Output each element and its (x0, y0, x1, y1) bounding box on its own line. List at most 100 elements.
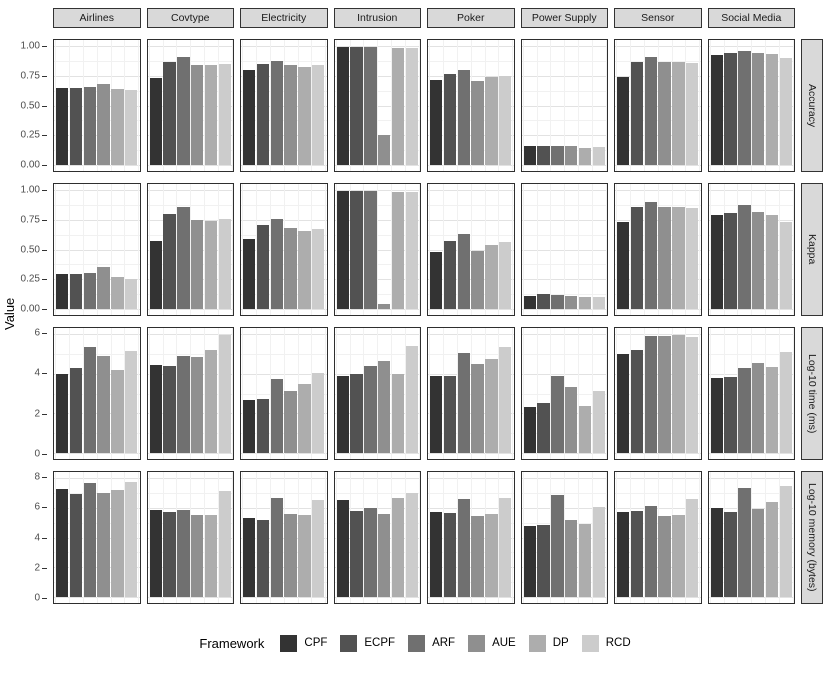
bar-dp (578, 406, 592, 453)
bar-aue (751, 211, 765, 309)
gridline-vertical (630, 40, 632, 171)
bar-rcd (686, 208, 699, 309)
gridline-vertical (778, 184, 780, 315)
facet-column-strip: Intrusion (333, 8, 421, 28)
bar-cpf (430, 80, 443, 165)
bar-ecpf (69, 493, 83, 597)
bar-ecpf (256, 224, 270, 309)
facet-row-strip-label: Kappa (806, 234, 818, 265)
gridline-vertical (96, 472, 98, 603)
gridline-vertical (470, 328, 472, 459)
gridline-vertical (311, 472, 313, 603)
gridline-vertical (591, 328, 593, 459)
bar-ecpf (724, 376, 737, 453)
bar-aue (751, 508, 765, 597)
gridline-vertical (429, 472, 431, 603)
bar-dp (204, 350, 218, 453)
bar-arf (83, 87, 97, 165)
gridline-vertical (643, 328, 645, 459)
gridline-vertical (124, 184, 126, 315)
gridline-vertical (269, 472, 271, 603)
bar-dp (111, 369, 124, 453)
gridline-vertical (256, 328, 258, 459)
gridline-vertical (283, 184, 285, 315)
facet-panel (427, 39, 515, 172)
bar-arf (177, 510, 190, 597)
gridline-vertical (751, 328, 753, 459)
gridline-vertical (204, 40, 206, 171)
gridline-vertical (404, 472, 406, 603)
bar-dp (204, 515, 218, 597)
y-tick-mark (42, 597, 47, 599)
bar-aue (190, 357, 204, 453)
y-tick-mark (42, 75, 47, 77)
y-tick-label: 0.75 (20, 214, 40, 226)
gridline-vertical (616, 184, 618, 315)
bar-ecpf (350, 46, 363, 165)
facet-panel (53, 327, 141, 460)
y-tick-label: 0.00 (20, 303, 40, 315)
facet-column-strip: Electricity (240, 8, 328, 28)
facet-row-strip: Accuracy (801, 39, 823, 172)
gridline-vertical (242, 184, 244, 315)
bar-rcd (686, 63, 699, 165)
facet-panel (146, 471, 234, 604)
bar-dp (578, 524, 592, 597)
gridline-vertical (630, 184, 632, 315)
gridline-vertical (671, 40, 673, 171)
gridline-vertical (363, 184, 365, 315)
bar-cpf (336, 190, 349, 309)
gridline-vertical (498, 472, 500, 603)
gridline-vertical (737, 184, 739, 315)
gridline-vertical (96, 184, 98, 315)
bar-aue (97, 84, 110, 165)
gridline-vertical (792, 40, 794, 171)
bar-arf (364, 507, 377, 597)
gridline-vertical (217, 472, 219, 603)
facet-column-strip: Covtype (146, 8, 234, 28)
gridline-vertical (418, 328, 420, 459)
gridline-vertical (484, 472, 486, 603)
bar-ecpf (537, 294, 550, 309)
gridline-vertical (418, 40, 420, 171)
gridline-vertical (550, 328, 552, 459)
gridline-vertical (456, 40, 458, 171)
legend-swatch (581, 634, 599, 652)
gridline-vertical (82, 184, 84, 315)
bar-dp (672, 61, 685, 165)
y-tick-label: 0 (34, 448, 40, 460)
gridline-vertical (363, 40, 365, 171)
grid-corner (801, 8, 823, 28)
gridline-vertical (792, 328, 794, 459)
bar-arf (738, 204, 751, 309)
gridline-vertical (536, 184, 538, 315)
gridline-vertical (778, 328, 780, 459)
gridline-vertical (699, 472, 701, 603)
gridline-vertical (404, 40, 406, 171)
bar-dp (765, 54, 779, 165)
gridline-vertical (297, 472, 299, 603)
bar-ecpf (256, 399, 270, 453)
gridline-vertical (231, 40, 233, 171)
bar-cpf (617, 77, 630, 165)
bar-ecpf (724, 212, 737, 309)
y-tick-label: 2 (34, 408, 40, 420)
facet-panel (333, 39, 421, 172)
bar-arf (644, 202, 658, 309)
y-tick-label: 6 (34, 501, 40, 513)
gridline-vertical (55, 472, 57, 603)
bar-cpf (56, 373, 69, 453)
gridline-vertical (124, 328, 126, 459)
gridline-vertical (124, 40, 126, 171)
gridline-vertical (82, 328, 84, 459)
bar-arf (270, 378, 284, 453)
facet-panel (614, 327, 702, 460)
gridline-vertical (335, 40, 337, 171)
gridline-vertical (349, 328, 351, 459)
plot-grid: Airlines Covtype Electricity Intrusion Poker… (3, 8, 823, 604)
y-tick-mark (42, 189, 47, 191)
bar-cpf (523, 525, 536, 597)
gridline-vertical (737, 328, 739, 459)
bar-cpf (336, 500, 349, 597)
bar-rcd (779, 352, 792, 453)
